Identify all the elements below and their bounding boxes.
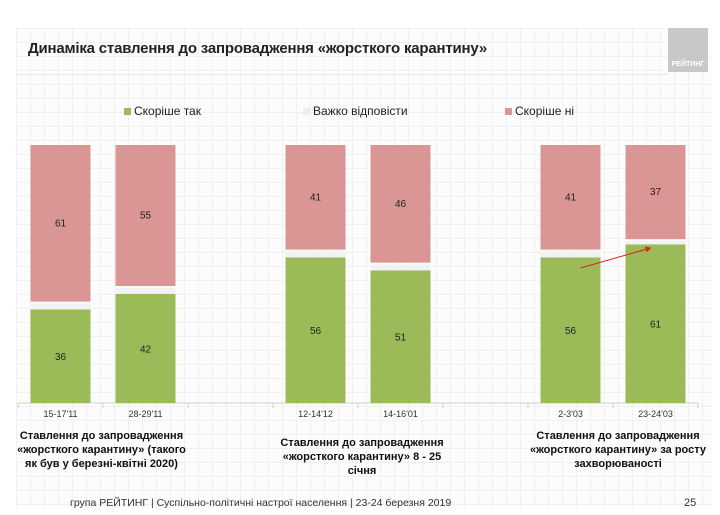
bar-segment bbox=[115, 293, 176, 403]
bar-segment bbox=[540, 257, 601, 403]
bar-segment bbox=[625, 241, 686, 245]
data-label: 56 bbox=[565, 326, 577, 337]
bar-segment bbox=[30, 145, 91, 302]
bar-segment bbox=[285, 251, 346, 258]
data-label: 55 bbox=[140, 211, 152, 222]
group-label-2: Ставлення до запровадження «жорсткого ка… bbox=[280, 437, 444, 477]
data-label: 61 bbox=[55, 218, 67, 229]
data-label: 41 bbox=[565, 192, 577, 203]
bar-segment bbox=[540, 251, 601, 258]
x-tick-label: 23-24'03 bbox=[638, 409, 673, 419]
bar-segment bbox=[625, 145, 686, 240]
trend-arrow bbox=[580, 246, 652, 269]
legend-item-no: Скоріше ні bbox=[505, 104, 574, 118]
x-tick-label: 15-17'11 bbox=[43, 409, 77, 419]
legend-swatch-hard bbox=[303, 107, 310, 115]
legend-swatch-no bbox=[505, 107, 512, 115]
bar-segment bbox=[370, 270, 431, 403]
data-label: 36 bbox=[55, 352, 67, 363]
data-label: 46 bbox=[395, 199, 407, 210]
bar-segment bbox=[30, 309, 91, 403]
legend-item-hard: Важко відповісти bbox=[303, 104, 408, 118]
bar-segment bbox=[540, 145, 601, 250]
bar-segment bbox=[115, 145, 176, 286]
data-label: 56 bbox=[310, 326, 322, 337]
x-tick-label: 14-16'01 bbox=[383, 409, 418, 419]
x-tick-label: 12-14'12 bbox=[298, 409, 333, 419]
bar-segment bbox=[370, 145, 431, 263]
bar-segment bbox=[115, 288, 176, 294]
page-title: Динаміка ставлення до запровадження «жор… bbox=[28, 40, 488, 57]
x-tick-label: 2-3'03 bbox=[558, 409, 583, 419]
x-tick-label: 28-29'11 bbox=[128, 409, 162, 419]
data-label: 41 bbox=[310, 192, 322, 203]
page-number: 25 bbox=[684, 497, 697, 509]
rating-logo: РЕЙТИНГ bbox=[668, 28, 708, 72]
legend-item-yes: Скоріше так bbox=[124, 104, 201, 118]
title-divider bbox=[18, 74, 668, 75]
group-label-1: Ставлення до запровадження «жорсткого ка… bbox=[17, 430, 186, 470]
data-label: 61 bbox=[650, 320, 662, 331]
bar-segment bbox=[30, 303, 91, 310]
bar-segment bbox=[625, 244, 686, 403]
bar-segment bbox=[285, 257, 346, 403]
group-label-3: Ставлення до запровадження «жорсткого ка… bbox=[529, 430, 707, 470]
data-label: 42 bbox=[140, 344, 152, 355]
data-label: 51 bbox=[395, 333, 407, 344]
bar-segment bbox=[370, 264, 431, 271]
bar-segment bbox=[285, 145, 346, 250]
footer-text: група РЕЙТИНГ | Суспільно-політичні наст… bbox=[70, 497, 452, 509]
data-label: 37 bbox=[650, 187, 662, 198]
legend-swatch-yes bbox=[124, 107, 131, 115]
